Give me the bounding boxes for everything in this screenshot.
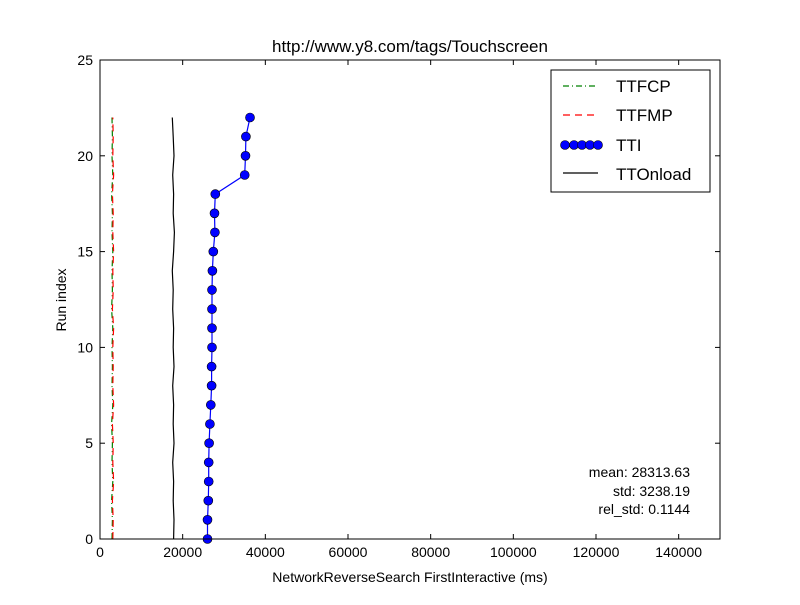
y-axis-label: Run index [53, 268, 69, 331]
annotation-mean: mean: 28313.63 [589, 464, 690, 480]
data-point-tti [245, 112, 255, 123]
legend-marker [585, 140, 595, 150]
x-tick-label: 60000 [329, 544, 368, 560]
data-point-tti [209, 208, 220, 219]
y-tick-label: 0 [85, 531, 93, 547]
x-axis-label: NetworkReverseSearch FirstInteractive (m… [272, 569, 547, 585]
legend: TTFCP TTFMP TTI TTOnload [550, 69, 711, 193]
series-line-ttfmp [111, 117, 115, 540]
plot-frame [99, 59, 721, 540]
data-point-tti [208, 246, 219, 257]
data-point-tti [207, 285, 217, 295]
data-point-tti [204, 438, 214, 449]
legend-label-ttfcp: TTFCP [616, 77, 671, 96]
data-point-tti [206, 380, 217, 391]
series-layer [110, 112, 255, 544]
data-point-tti [241, 131, 251, 142]
y-tick-label: 25 [77, 52, 93, 68]
legend-line-tti [560, 140, 603, 150]
data-point-tti [202, 514, 213, 525]
legend-marker [577, 140, 587, 150]
ticks-layer: 0 20000 40000 60000 80000 100000 120000 140000 0… [77, 52, 720, 560]
legend-marker [560, 140, 570, 150]
data-point-tti [207, 265, 218, 276]
data-point-tti [205, 419, 215, 429]
x-tick-label: 140000 [655, 544, 702, 560]
series-line-ttfcp [110, 117, 114, 540]
x-tick-label: 40000 [246, 544, 285, 560]
legend-marker [569, 140, 579, 150]
data-point-tti [207, 323, 217, 334]
legend-label-tti: TTI [616, 136, 642, 155]
x-tick-label: 120000 [573, 544, 620, 560]
chart-title: http://www.y8.com/tags/Touchscreen [272, 37, 548, 56]
data-point-tti [203, 457, 214, 468]
legend-marker [593, 140, 603, 150]
series-line-ttonload [171, 117, 176, 540]
legend-box [550, 69, 711, 193]
annotation-std: std: 3238.19 [613, 483, 690, 499]
x-tick-label: 100000 [490, 544, 537, 560]
data-point-tti [240, 151, 251, 161]
legend-label-ttonload: TTOnload [616, 165, 691, 184]
y-tick-label: 15 [77, 244, 93, 260]
annotation-rel-std: rel_std: 0.1144 [598, 501, 690, 517]
data-point-tti [206, 361, 217, 372]
data-point-tti [203, 476, 214, 487]
x-tick-label: 0 [96, 544, 104, 560]
data-point-tti [207, 342, 217, 353]
x-tick-label: 20000 [163, 544, 202, 560]
data-point-tti [239, 170, 250, 180]
data-point-tti [210, 227, 220, 238]
data-point-tti [207, 304, 217, 314]
data-point-tti [210, 189, 221, 199]
y-tick-label: 20 [77, 148, 93, 164]
data-point-tti [203, 495, 214, 506]
y-tick-label: 10 [77, 339, 93, 355]
legend-label-ttfmp: TTFMP [616, 106, 673, 125]
x-tick-label: 80000 [411, 544, 450, 560]
y-tick-label: 5 [85, 435, 93, 451]
data-point-tti [206, 400, 216, 410]
